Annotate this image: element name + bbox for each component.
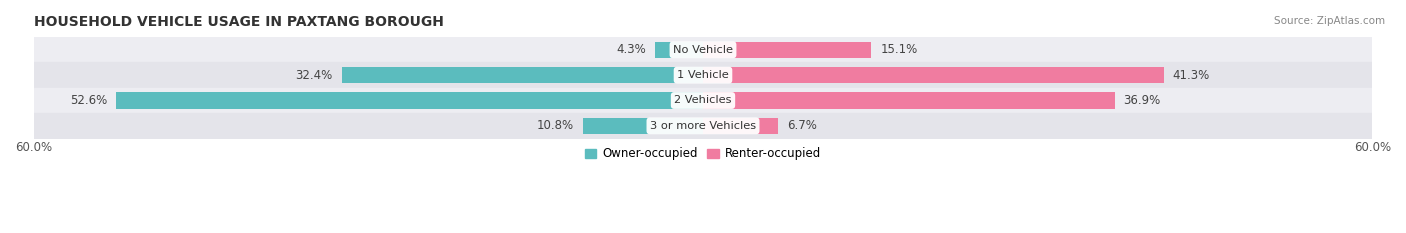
Text: 15.1%: 15.1% (880, 43, 918, 56)
Text: 41.3%: 41.3% (1173, 69, 1211, 82)
Text: 3 or more Vehicles: 3 or more Vehicles (650, 121, 756, 131)
Text: 6.7%: 6.7% (787, 119, 817, 132)
Text: 36.9%: 36.9% (1123, 94, 1161, 107)
Bar (582, 118, 703, 134)
Bar (342, 67, 703, 83)
Bar (34, 62, 1372, 88)
Bar (703, 92, 1115, 109)
Legend: Owner-occupied, Renter-occupied: Owner-occupied, Renter-occupied (579, 143, 827, 165)
Text: 4.3%: 4.3% (616, 43, 647, 56)
Text: Source: ZipAtlas.com: Source: ZipAtlas.com (1274, 16, 1385, 26)
Text: 52.6%: 52.6% (70, 94, 107, 107)
Text: 2 Vehicles: 2 Vehicles (675, 96, 731, 106)
Bar (34, 37, 1372, 62)
Text: 32.4%: 32.4% (295, 69, 333, 82)
Bar (34, 113, 1372, 139)
Bar (703, 41, 872, 58)
Bar (703, 67, 1164, 83)
Bar (117, 92, 703, 109)
Bar (655, 41, 703, 58)
Text: HOUSEHOLD VEHICLE USAGE IN PAXTANG BOROUGH: HOUSEHOLD VEHICLE USAGE IN PAXTANG BOROU… (34, 15, 443, 29)
Bar (34, 88, 1372, 113)
Text: 10.8%: 10.8% (537, 119, 574, 132)
Text: No Vehicle: No Vehicle (673, 45, 733, 55)
Text: 1 Vehicle: 1 Vehicle (678, 70, 728, 80)
Bar (703, 118, 778, 134)
